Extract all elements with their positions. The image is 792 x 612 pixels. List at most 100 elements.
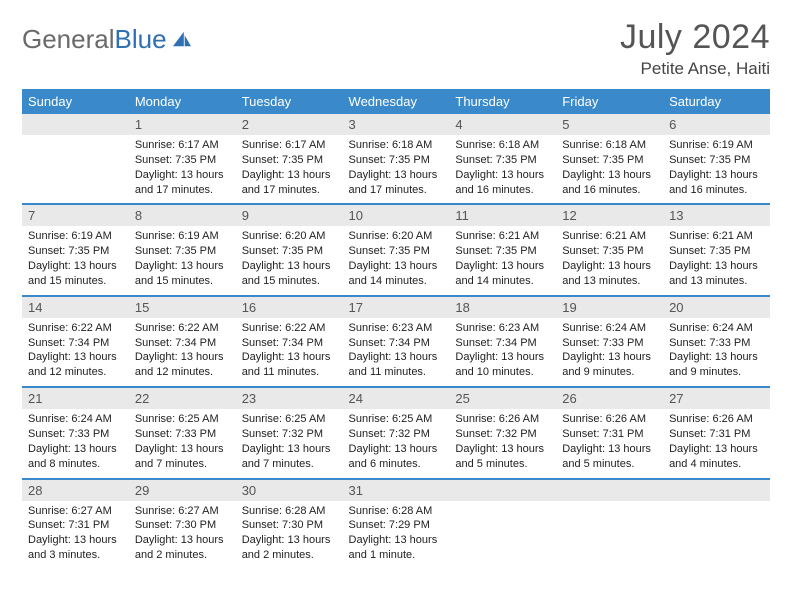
calendar-row: 7Sunrise: 6:19 AMSunset: 7:35 PMDaylight…: [22, 204, 770, 295]
sunset-text: Sunset: 7:35 PM: [455, 153, 550, 168]
sunset-text: Sunset: 7:35 PM: [562, 153, 657, 168]
daylight-text: Daylight: 13 hours and 15 minutes.: [28, 259, 123, 289]
calendar-cell: 24Sunrise: 6:25 AMSunset: 7:32 PMDayligh…: [343, 387, 450, 478]
day-number: 20: [663, 297, 770, 318]
sunrise-text: Sunrise: 6:21 AM: [562, 229, 657, 244]
sunrise-text: Sunrise: 6:26 AM: [562, 412, 657, 427]
sunrise-text: Sunrise: 6:21 AM: [669, 229, 764, 244]
day-body: Sunrise: 6:25 AMSunset: 7:32 PMDaylight:…: [343, 409, 450, 477]
day-number: 27: [663, 388, 770, 409]
sunset-text: Sunset: 7:34 PM: [349, 336, 444, 351]
day-number: 25: [449, 388, 556, 409]
logo-text-2: Blue: [115, 24, 167, 55]
day-body: Sunrise: 6:21 AMSunset: 7:35 PMDaylight:…: [663, 226, 770, 294]
calendar-row: 1Sunrise: 6:17 AMSunset: 7:35 PMDaylight…: [22, 114, 770, 204]
sunrise-text: Sunrise: 6:17 AM: [135, 138, 230, 153]
daylight-text: Daylight: 13 hours and 7 minutes.: [135, 442, 230, 472]
sunset-text: Sunset: 7:33 PM: [135, 427, 230, 442]
calendar-cell: 25Sunrise: 6:26 AMSunset: 7:32 PMDayligh…: [449, 387, 556, 478]
calendar-cell: 21Sunrise: 6:24 AMSunset: 7:33 PMDayligh…: [22, 387, 129, 478]
sunrise-text: Sunrise: 6:20 AM: [242, 229, 337, 244]
calendar-cell: 28Sunrise: 6:27 AMSunset: 7:31 PMDayligh…: [22, 479, 129, 569]
day-number: 23: [236, 388, 343, 409]
daylight-text: Daylight: 13 hours and 16 minutes.: [669, 168, 764, 198]
calendar-cell: 30Sunrise: 6:28 AMSunset: 7:30 PMDayligh…: [236, 479, 343, 569]
calendar-cell: 7Sunrise: 6:19 AMSunset: 7:35 PMDaylight…: [22, 204, 129, 295]
calendar-cell: 1Sunrise: 6:17 AMSunset: 7:35 PMDaylight…: [129, 114, 236, 204]
day-number: [449, 480, 556, 501]
day-body: Sunrise: 6:24 AMSunset: 7:33 PMDaylight:…: [663, 318, 770, 386]
sunrise-text: Sunrise: 6:24 AM: [669, 321, 764, 336]
calendar-cell: 9Sunrise: 6:20 AMSunset: 7:35 PMDaylight…: [236, 204, 343, 295]
day-number: 14: [22, 297, 129, 318]
daylight-text: Daylight: 13 hours and 13 minutes.: [562, 259, 657, 289]
calendar-body: 1Sunrise: 6:17 AMSunset: 7:35 PMDaylight…: [22, 114, 770, 569]
day-body: Sunrise: 6:22 AMSunset: 7:34 PMDaylight:…: [22, 318, 129, 386]
calendar-cell: 10Sunrise: 6:20 AMSunset: 7:35 PMDayligh…: [343, 204, 450, 295]
weekday-header: Thursday: [449, 89, 556, 114]
weekday-header: Tuesday: [236, 89, 343, 114]
day-body: Sunrise: 6:20 AMSunset: 7:35 PMDaylight:…: [236, 226, 343, 294]
calendar-table: Sunday Monday Tuesday Wednesday Thursday…: [22, 89, 770, 569]
sunrise-text: Sunrise: 6:21 AM: [455, 229, 550, 244]
calendar-cell: 22Sunrise: 6:25 AMSunset: 7:33 PMDayligh…: [129, 387, 236, 478]
day-number: 22: [129, 388, 236, 409]
calendar-cell: 13Sunrise: 6:21 AMSunset: 7:35 PMDayligh…: [663, 204, 770, 295]
day-body: Sunrise: 6:25 AMSunset: 7:32 PMDaylight:…: [236, 409, 343, 477]
day-number: 28: [22, 480, 129, 501]
sunrise-text: Sunrise: 6:28 AM: [349, 504, 444, 519]
day-number: 31: [343, 480, 450, 501]
daylight-text: Daylight: 13 hours and 12 minutes.: [135, 350, 230, 380]
calendar-head: Sunday Monday Tuesday Wednesday Thursday…: [22, 89, 770, 114]
weekday-header: Wednesday: [343, 89, 450, 114]
sunset-text: Sunset: 7:34 PM: [135, 336, 230, 351]
day-number: 2: [236, 114, 343, 135]
daylight-text: Daylight: 13 hours and 10 minutes.: [455, 350, 550, 380]
day-body: Sunrise: 6:18 AMSunset: 7:35 PMDaylight:…: [556, 135, 663, 203]
daylight-text: Daylight: 13 hours and 5 minutes.: [455, 442, 550, 472]
day-number: 3: [343, 114, 450, 135]
logo-text-1: General: [22, 24, 115, 55]
daylight-text: Daylight: 13 hours and 15 minutes.: [242, 259, 337, 289]
daylight-text: Daylight: 13 hours and 17 minutes.: [349, 168, 444, 198]
daylight-text: Daylight: 13 hours and 9 minutes.: [669, 350, 764, 380]
day-number: 30: [236, 480, 343, 501]
sunrise-text: Sunrise: 6:18 AM: [455, 138, 550, 153]
day-body: Sunrise: 6:26 AMSunset: 7:31 PMDaylight:…: [663, 409, 770, 477]
sunset-text: Sunset: 7:31 PM: [562, 427, 657, 442]
daylight-text: Daylight: 13 hours and 11 minutes.: [242, 350, 337, 380]
weekday-header: Saturday: [663, 89, 770, 114]
calendar-cell: 12Sunrise: 6:21 AMSunset: 7:35 PMDayligh…: [556, 204, 663, 295]
daylight-text: Daylight: 13 hours and 16 minutes.: [455, 168, 550, 198]
daylight-text: Daylight: 13 hours and 5 minutes.: [562, 442, 657, 472]
sunrise-text: Sunrise: 6:26 AM: [669, 412, 764, 427]
daylight-text: Daylight: 13 hours and 1 minute.: [349, 533, 444, 563]
calendar-row: 14Sunrise: 6:22 AMSunset: 7:34 PMDayligh…: [22, 296, 770, 387]
sunset-text: Sunset: 7:35 PM: [455, 244, 550, 259]
sunset-text: Sunset: 7:35 PM: [242, 153, 337, 168]
day-number: 26: [556, 388, 663, 409]
daylight-text: Daylight: 13 hours and 14 minutes.: [455, 259, 550, 289]
daylight-text: Daylight: 13 hours and 13 minutes.: [669, 259, 764, 289]
day-body: [22, 135, 129, 191]
day-body: Sunrise: 6:17 AMSunset: 7:35 PMDaylight:…: [129, 135, 236, 203]
calendar-row: 28Sunrise: 6:27 AMSunset: 7:31 PMDayligh…: [22, 479, 770, 569]
day-body: Sunrise: 6:23 AMSunset: 7:34 PMDaylight:…: [449, 318, 556, 386]
calendar-cell: 26 Sunrise: 6:26 AMSunset: 7:31 PMDayligh…: [556, 387, 663, 478]
day-body: [449, 501, 556, 557]
sunrise-text: Sunrise: 6:18 AM: [562, 138, 657, 153]
calendar-cell: [449, 479, 556, 569]
day-number: 18: [449, 297, 556, 318]
weekday-header: Sunday: [22, 89, 129, 114]
calendar-cell: 4Sunrise: 6:18 AMSunset: 7:35 PMDaylight…: [449, 114, 556, 204]
calendar-cell: [556, 479, 663, 569]
day-body: Sunrise: 6:27 AMSunset: 7:31 PMDaylight:…: [22, 501, 129, 569]
sunrise-text: Sunrise: 6:18 AM: [349, 138, 444, 153]
daylight-text: Daylight: 13 hours and 11 minutes.: [349, 350, 444, 380]
daylight-text: Daylight: 13 hours and 6 minutes.: [349, 442, 444, 472]
calendar-cell: 5Sunrise: 6:18 AMSunset: 7:35 PMDaylight…: [556, 114, 663, 204]
daylight-text: Daylight: 13 hours and 7 minutes.: [242, 442, 337, 472]
day-body: Sunrise: 6:24 AMSunset: 7:33 PMDaylight:…: [22, 409, 129, 477]
day-number: 8: [129, 205, 236, 226]
sunrise-text: Sunrise: 6:20 AM: [349, 229, 444, 244]
